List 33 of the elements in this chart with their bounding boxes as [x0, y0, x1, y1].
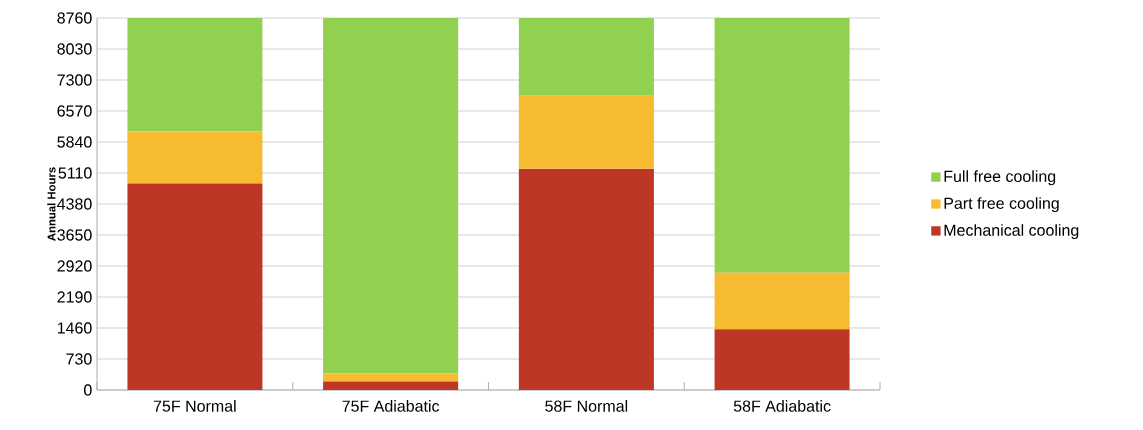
bar	[323, 381, 459, 390]
y-tick-label: 2190	[57, 291, 92, 303]
y-tick-label: 1460	[57, 322, 92, 334]
x-tick-label: 58F Adiabatic	[733, 400, 831, 412]
bar	[518, 168, 654, 390]
y-tick-label: 5840	[57, 136, 92, 148]
y-tick-label: 730	[66, 353, 92, 365]
legend-label: Mechanical cooling	[944, 224, 1079, 240]
y-tick-label: 8760	[57, 12, 92, 24]
bar	[127, 183, 263, 390]
x-tick-label: 58F Normal	[545, 400, 628, 412]
bar	[518, 18, 654, 96]
bar	[323, 373, 459, 382]
bar	[714, 272, 850, 330]
bar	[714, 18, 850, 273]
bar	[518, 95, 654, 169]
y-tick-label: 3650	[57, 229, 92, 241]
y-tick-label: 8030	[57, 43, 92, 55]
y-tick-label: 2920	[57, 260, 92, 272]
x-tick-label: 75F Adiabatic	[342, 400, 440, 412]
bar	[127, 131, 263, 184]
y-tick-label: 0	[84, 384, 92, 396]
bar	[323, 18, 459, 374]
y-tick-label: 4380	[57, 198, 92, 210]
legend-label: Full free cooling	[944, 170, 1056, 186]
y-tick-label: 6570	[57, 105, 92, 117]
y-axis-title: Annual Hours	[47, 167, 56, 241]
legend-label: Part free cooling	[944, 197, 1059, 213]
y-tick-label: 5110	[58, 167, 92, 179]
x-tick-label: 75F Normal	[153, 400, 236, 412]
bar	[714, 329, 850, 390]
y-tick-label: 7300	[57, 74, 92, 86]
bar	[127, 18, 263, 132]
